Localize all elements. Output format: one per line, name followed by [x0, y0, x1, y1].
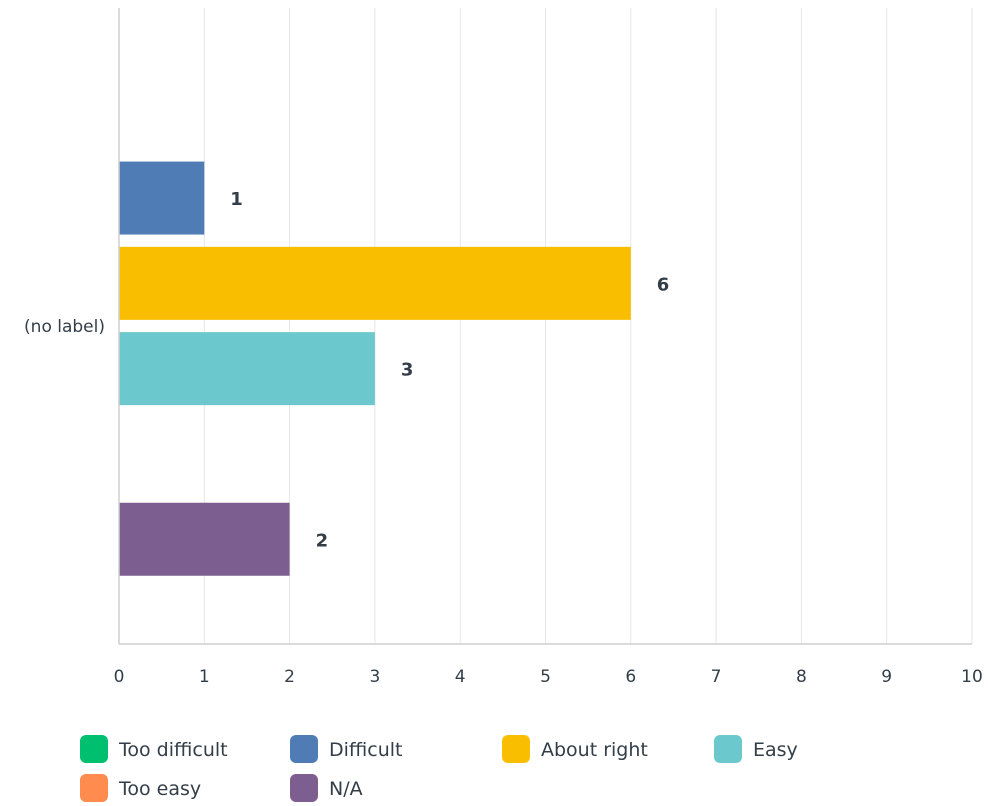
legend-swatch-n-a — [290, 774, 318, 802]
grid-lines — [203, 8, 973, 644]
x-tick-label-10: 10 — [961, 667, 983, 687]
legend-label-about-right: About right — [541, 739, 648, 761]
legend-swatch-about-right — [502, 735, 530, 763]
legend-swatch-too-difficult — [80, 735, 108, 763]
axes — [118, 8, 972, 645]
x-tick-label-5: 5 — [540, 667, 551, 687]
x-tick-label-4: 4 — [455, 667, 466, 687]
legend-swatch-difficult — [290, 735, 318, 763]
value-label-easy: 3 — [401, 360, 414, 381]
bar-easy — [119, 332, 375, 406]
value-label-n-a: 2 — [316, 530, 329, 551]
x-tick-label-3: 3 — [369, 667, 380, 687]
x-tick-label-9: 9 — [881, 667, 892, 687]
legend-label-easy: Easy — [753, 739, 798, 761]
labels: 0 1 2 3 4 5 6 7 8 9 10 (no label) 1 6 3 2 — [24, 189, 983, 687]
legend-label-difficult: Difficult — [329, 739, 403, 761]
bars — [119, 161, 631, 576]
legend-label-too-difficult: Too difficult — [118, 739, 228, 761]
value-label-difficult: 1 — [230, 189, 243, 210]
x-tick-label-2: 2 — [284, 667, 295, 687]
bar-n-a — [119, 502, 290, 576]
legend-label-n-a: N/A — [329, 778, 363, 800]
category-label-0: (no label) — [24, 317, 105, 337]
x-tick-label-6: 6 — [625, 667, 636, 687]
legend-swatch-too-easy — [80, 774, 108, 802]
x-tick-label-0: 0 — [114, 667, 125, 687]
legend: Too difficult Difficult About right Easy Too… — [80, 735, 798, 802]
value-label-about-right: 6 — [657, 274, 670, 295]
x-tick-label-7: 7 — [711, 667, 722, 687]
x-tick-label-1: 1 — [199, 667, 210, 687]
legend-swatch-easy — [714, 735, 742, 763]
bar-difficult — [119, 161, 205, 235]
x-tick-label-8: 8 — [796, 667, 807, 687]
bar-about-right — [119, 246, 631, 320]
legend-label-too-easy: Too easy — [118, 778, 201, 800]
